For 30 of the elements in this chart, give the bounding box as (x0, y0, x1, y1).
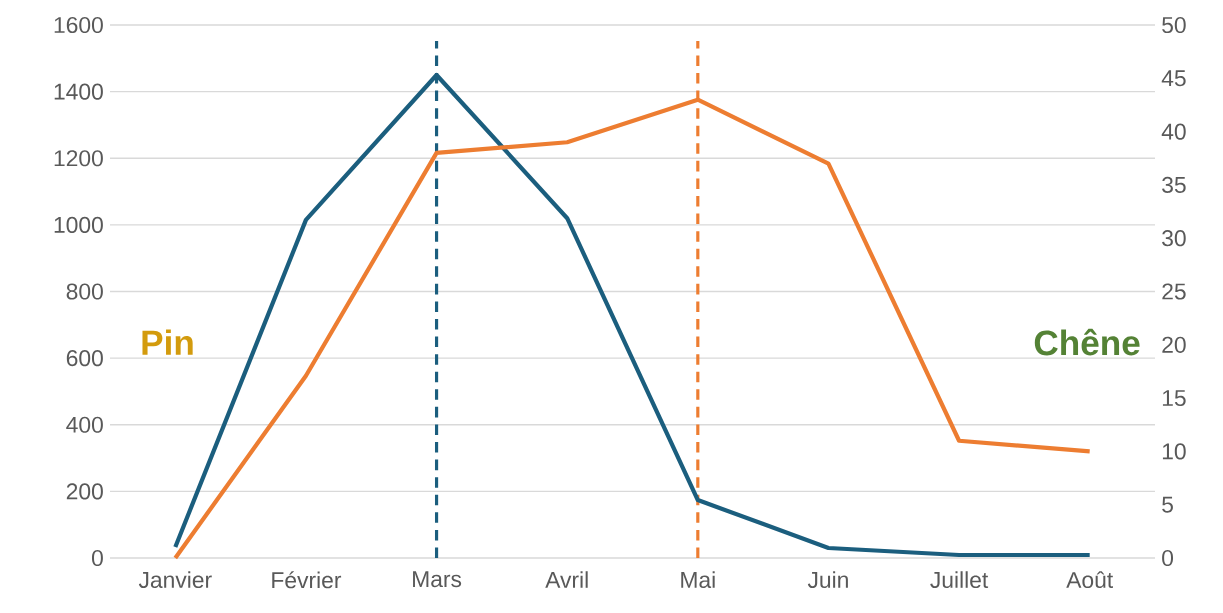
x-tick-label: Juin (807, 571, 848, 589)
x-tick-label: Avril (545, 571, 588, 588)
y2-tick-label: 20 (1162, 336, 1186, 353)
y2-tick-label: 25 (1162, 283, 1186, 300)
x-tick-label: Janvier (138, 571, 212, 589)
x-tick-label: Février (272, 571, 342, 589)
x-tick-label: Juillet (930, 571, 989, 589)
y2-tick-label: 40 (1161, 123, 1186, 140)
y-tick-label: 1000 (54, 216, 103, 233)
y2-tick-label: 45 (1161, 70, 1186, 87)
annotation: Pin (142, 329, 193, 355)
y2-tick-label: 35 (1162, 176, 1186, 193)
x-tick-label: Août (1066, 571, 1113, 589)
y2-tick-label: 10 (1162, 443, 1186, 460)
y-tick-label: 200 (66, 483, 103, 500)
y2-tick-label: 30 (1162, 230, 1186, 247)
x-tick-label: Mars (413, 571, 462, 588)
y-tick-label: 0 (91, 549, 103, 567)
y-tick-label: 600 (66, 350, 103, 367)
y-tick-label: 800 (66, 283, 103, 300)
x-tick-label: Mai (681, 571, 715, 589)
annotation: Chêne (1034, 328, 1140, 356)
y2-tick-label: 15 (1162, 390, 1186, 407)
y-tick-label: 1400 (54, 83, 103, 100)
y-tick-label: 1200 (54, 150, 103, 167)
y2-tick-label: 50 (1162, 16, 1186, 34)
y-tick-label: 400 (66, 416, 103, 433)
y-tick-label: 1600 (54, 16, 103, 34)
y2-tick-label: 0 (1162, 549, 1174, 567)
y2-tick-label: 5 (1162, 496, 1173, 513)
